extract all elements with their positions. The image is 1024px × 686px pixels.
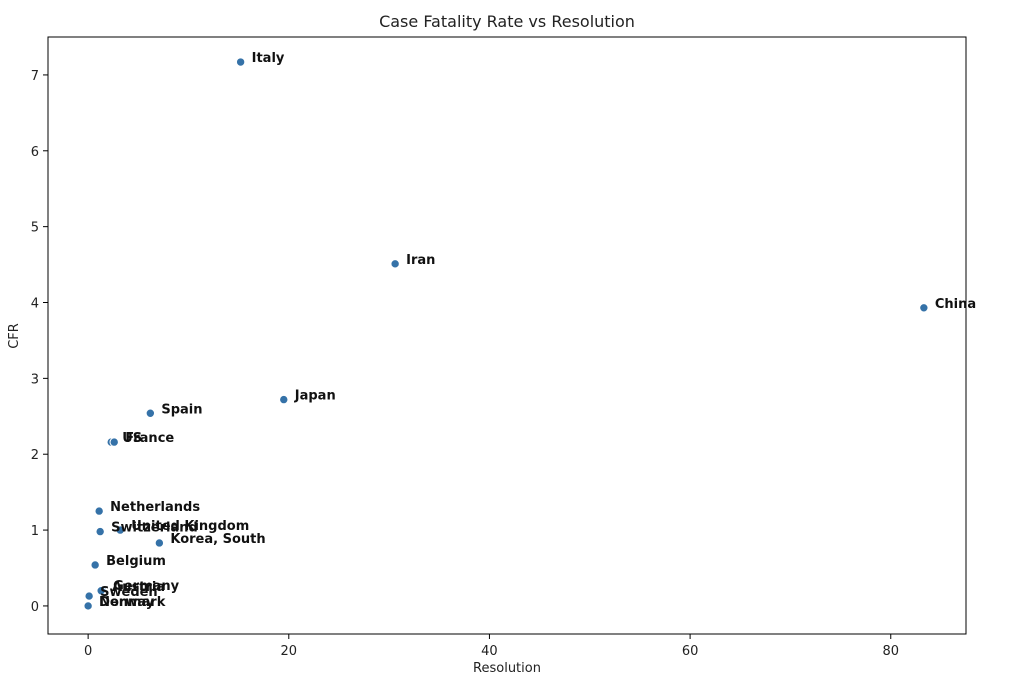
x-tick-label: 80 <box>882 644 899 659</box>
data-point-label: Korea, South <box>170 532 265 547</box>
data-point <box>919 303 929 313</box>
y-tick-label: 6 <box>31 145 39 160</box>
data-point-label: Germany <box>113 579 179 594</box>
data-point-label: Denmark <box>99 595 166 610</box>
data-point-label: China <box>935 297 976 312</box>
data-point <box>145 408 156 418</box>
data-point <box>390 259 400 269</box>
data-point-label: Netherlands <box>110 500 200 515</box>
data-point-label: Iran <box>406 253 435 268</box>
data-point <box>94 506 104 516</box>
chart-title: Case Fatality Rate vs Resolution <box>379 12 635 31</box>
data-point-label: Sweden <box>100 585 158 600</box>
data-point-label: US <box>122 431 142 446</box>
data-point <box>235 57 246 67</box>
data-point <box>279 394 289 405</box>
y-axis: 0 1 2 3 4 5 6 7 <box>31 69 48 615</box>
data-point-label: Italy <box>252 51 285 66</box>
y-tick-label: 7 <box>31 69 39 84</box>
x-tick-label: 20 <box>281 644 298 659</box>
data-point-label: Norway <box>99 595 155 610</box>
data-point <box>95 526 105 537</box>
data-point-label: France <box>125 431 174 446</box>
data-point <box>84 591 94 601</box>
y-tick-label: 0 <box>31 600 39 615</box>
x-tick-label: 40 <box>481 644 498 659</box>
x-axis-label: Resolution <box>473 661 541 676</box>
y-tick-label: 1 <box>31 524 39 539</box>
x-axis: 0 20 40 60 80 <box>84 634 899 659</box>
y-axis-label: CFR <box>7 323 22 349</box>
data-point <box>115 525 125 535</box>
data-point <box>109 437 119 447</box>
x-tick-label: 0 <box>84 644 92 659</box>
data-point-label: Japan <box>294 389 336 404</box>
plot-area-frame <box>47 36 967 635</box>
data-point-label: United Kingdom <box>131 519 249 534</box>
y-tick-label: 2 <box>31 448 39 463</box>
data-point-label: Switzerland <box>111 521 198 536</box>
y-tick-label: 4 <box>31 297 39 312</box>
data-point <box>96 586 106 596</box>
data-point-label: Spain <box>161 402 202 417</box>
data-point-label: Belgium <box>106 554 166 569</box>
data-points <box>83 57 929 611</box>
data-point-label: Austria <box>112 580 165 595</box>
data-point <box>90 560 100 570</box>
data-point <box>154 538 165 548</box>
x-tick-label: 60 <box>682 644 699 659</box>
y-tick-label: 5 <box>31 221 39 236</box>
y-tick-label: 3 <box>31 372 39 387</box>
data-point <box>83 601 93 611</box>
